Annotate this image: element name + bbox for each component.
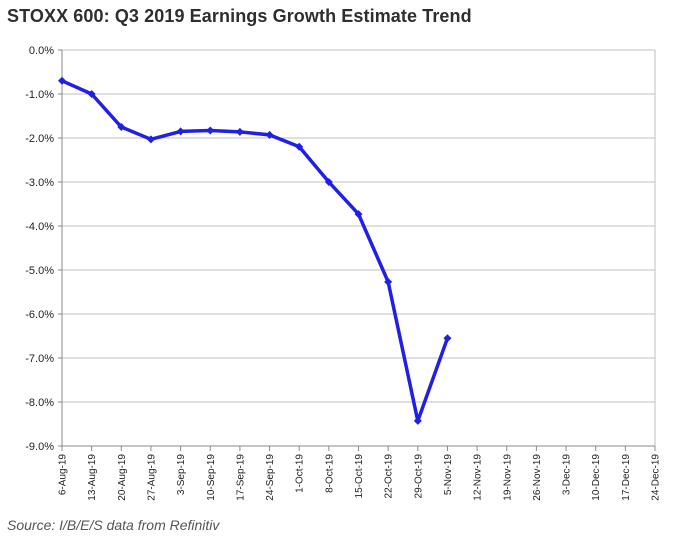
x-tick-label: 13-Aug-19 [87,454,98,501]
y-tick-label: -5.0% [25,265,54,277]
data-point [87,90,96,98]
x-tick-label: 19-Nov-19 [502,454,513,501]
y-tick-label: -9.0% [25,441,54,453]
y-tick-label: -3.0% [25,177,54,189]
series [58,76,452,425]
x-tick-label: 10-Sep-19 [206,454,217,501]
y-tick-label: -1.0% [25,89,54,101]
x-tick-label: 29-Oct-19 [413,454,424,499]
x-tick-label: 10-Dec-19 [591,454,602,501]
data-point [265,130,274,139]
data-point [354,210,363,219]
x-tick-label: 5-Nov-19 [443,454,454,496]
x-axis-tick-labels: 6-Aug-19 13-Aug-19 20-Aug-19 27-Aug-19 3-Sep… [58,454,662,501]
axes [58,49,656,451]
x-tick-label: 22-Oct-19 [384,454,395,499]
y-tick-label: -2.0% [25,133,54,145]
x-tick-label: 17-Dec-19 [621,454,632,501]
x-tick-label: 26-Nov-19 [532,454,543,501]
x-tick-label: 8-Oct-19 [324,454,335,493]
gridlines [62,49,655,447]
x-tick-label: 1-Oct-19 [295,454,306,493]
y-tick-label: -8.0% [25,397,54,409]
series-line [60,79,450,423]
y-tick-label: -7.0% [25,353,54,365]
x-tick-label: 3-Sep-19 [176,454,187,496]
x-tick-label: 17-Sep-19 [235,454,246,501]
data-point [206,126,215,135]
y-tick-label: 0.0% [29,45,54,57]
source-note: Source: I/B/E/S data from Refinitiv [7,517,220,533]
data-point [176,127,185,136]
x-tick-label: 24-Sep-19 [265,454,276,501]
data-point [413,416,422,425]
chart-title: STOXX 600: Q3 2019 Earnings Growth Estim… [7,6,472,26]
data-point [117,123,126,131]
data-point [295,142,304,151]
y-axis-tick-labels: 0.0% -1.0% -2.0% -3.0% -4.0% -5.0% -6.0% -7.0% -… [25,45,54,453]
x-tick-label: 15-Oct-19 [354,454,365,499]
data-point [146,135,155,144]
data-point [324,178,333,186]
x-tick-label: 27-Aug-19 [146,454,157,501]
x-tick-label: 6-Aug-19 [58,454,69,496]
data-point [384,277,393,286]
x-tick-label: 12-Nov-19 [473,454,484,501]
data-point [235,127,244,136]
x-tick-label: 3-Dec-19 [562,454,573,496]
x-tick-label: 24-Dec-19 [651,454,662,501]
data-point [443,334,452,343]
y-tick-label: -4.0% [25,221,54,233]
data-point [58,76,66,85]
x-tick-label: 20-Aug-19 [117,454,128,501]
y-tick-label: -6.0% [25,309,54,321]
